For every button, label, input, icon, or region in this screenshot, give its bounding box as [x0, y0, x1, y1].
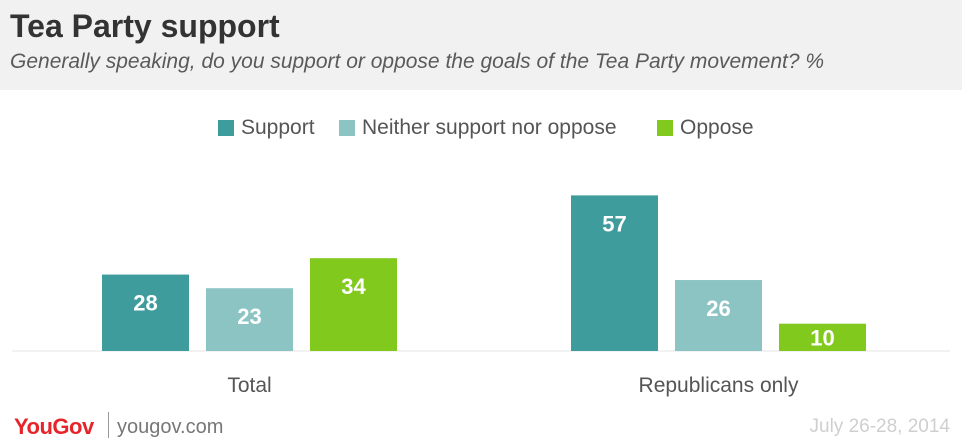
bar-oppose-republicans-only — [779, 323, 866, 351]
legend-label-oppose: Oppose — [680, 116, 754, 139]
category-label: Republicans only — [639, 374, 799, 397]
legend-swatch-neither — [339, 120, 355, 136]
bar-support-republicans-only — [571, 195, 658, 351]
data-label: 23 — [237, 304, 261, 329]
footer-date: July 26-28, 2014 — [809, 416, 951, 437]
legend-swatch-oppose — [657, 120, 673, 136]
data-label: 57 — [602, 211, 626, 236]
data-label: 28 — [133, 291, 157, 316]
footer-divider — [108, 412, 109, 438]
legend-swatch-support — [218, 120, 234, 136]
category-label: Total — [227, 374, 271, 397]
data-label: 10 — [810, 325, 834, 350]
chart-legend: Support Neither support nor oppose Oppos… — [0, 113, 962, 143]
header-band: Tea Party support Generally speaking, do… — [0, 0, 962, 90]
legend-item-support: Support — [218, 113, 315, 143]
yougov-logo: YouGov — [14, 414, 94, 439]
page-subtitle: Generally speaking, do you support or op… — [10, 50, 825, 73]
page-title: Tea Party support — [10, 8, 280, 44]
data-label: 34 — [341, 274, 366, 299]
legend-label-neither: Neither support nor oppose — [362, 116, 617, 139]
legend-item-oppose: Oppose — [657, 113, 754, 143]
bar-neither-support-nor-oppose-republicans-only — [675, 280, 762, 351]
data-label: 26 — [706, 296, 730, 321]
footer-website: yougov.com — [117, 416, 224, 438]
bar-support-total — [102, 274, 189, 351]
bar-oppose-total — [310, 258, 397, 351]
bar-neither-support-nor-oppose-total — [206, 288, 293, 351]
legend-label-support: Support — [241, 116, 315, 139]
legend-item-neither: Neither support nor oppose — [339, 113, 617, 143]
